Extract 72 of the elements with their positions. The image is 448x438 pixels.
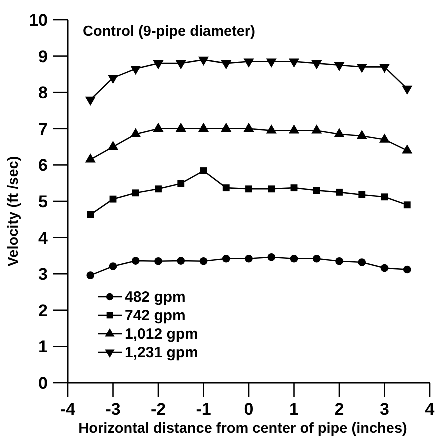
point bbox=[268, 254, 276, 262]
point bbox=[153, 60, 164, 70]
y-tick-label: 1 bbox=[38, 338, 48, 357]
x-tick-label: -1 bbox=[196, 400, 212, 419]
x-tick-label: -4 bbox=[60, 400, 76, 419]
point bbox=[109, 262, 118, 270]
point bbox=[312, 254, 321, 263]
point bbox=[221, 60, 232, 70]
point bbox=[288, 58, 300, 68]
point bbox=[381, 194, 388, 201]
y-tick-label: 10 bbox=[29, 11, 48, 30]
point bbox=[200, 168, 208, 174]
point bbox=[404, 202, 411, 209]
point bbox=[334, 62, 345, 72]
point bbox=[312, 60, 322, 70]
point bbox=[155, 186, 162, 193]
point bbox=[244, 58, 254, 68]
point bbox=[130, 66, 142, 76]
point bbox=[222, 254, 230, 263]
point bbox=[379, 64, 390, 74]
point bbox=[86, 272, 95, 280]
x-axis-title: Horizontal distance from center of pipe (inches) bbox=[78, 421, 408, 437]
point bbox=[402, 86, 413, 96]
legend-label: 742 gpm bbox=[125, 308, 186, 324]
y-tick-label: 3 bbox=[38, 265, 48, 284]
point bbox=[200, 257, 208, 266]
point bbox=[132, 190, 140, 197]
y-tick-label: 5 bbox=[38, 192, 48, 212]
x-tick-label: -2 bbox=[150, 400, 166, 419]
legend-label: 482 gpm bbox=[125, 289, 186, 306]
point bbox=[110, 196, 117, 203]
y-tick-label: 9 bbox=[38, 47, 48, 66]
point bbox=[358, 192, 366, 198]
legend-label: 1,231 gpm bbox=[125, 344, 198, 362]
point bbox=[290, 254, 298, 263]
y-tick-label: 0 bbox=[38, 374, 48, 393]
point bbox=[246, 186, 252, 193]
point bbox=[336, 257, 344, 266]
x-tick-label: 1 bbox=[290, 400, 299, 419]
point bbox=[245, 254, 253, 263]
point bbox=[266, 58, 277, 68]
x-tick-label: 2 bbox=[334, 400, 344, 419]
point bbox=[356, 64, 368, 74]
point bbox=[108, 75, 119, 84]
point bbox=[87, 211, 94, 218]
y-tick-label: 2 bbox=[38, 301, 48, 320]
point bbox=[85, 96, 96, 106]
legend-label: 1,012 gpm bbox=[125, 326, 198, 343]
y-tick-label: 4 bbox=[38, 228, 49, 248]
x-tick-label: -3 bbox=[106, 400, 121, 419]
point bbox=[313, 187, 320, 194]
point bbox=[336, 188, 343, 196]
y-tick-label: 8 bbox=[38, 84, 48, 103]
point bbox=[198, 56, 210, 66]
chart-title: Control (9-pipe diameter) bbox=[83, 24, 256, 40]
x-tick-label: 0 bbox=[244, 400, 254, 419]
point bbox=[222, 184, 230, 192]
point bbox=[268, 186, 276, 193]
point bbox=[290, 184, 298, 192]
point bbox=[132, 257, 140, 265]
point bbox=[380, 264, 389, 272]
point bbox=[154, 257, 162, 266]
y-tick-label: 7 bbox=[38, 120, 48, 139]
y-tick-label: 6 bbox=[38, 156, 48, 176]
y-axis-title: Velocity (ft /sec) bbox=[6, 156, 22, 267]
point bbox=[178, 180, 185, 188]
point bbox=[176, 60, 186, 70]
point bbox=[403, 266, 412, 274]
point bbox=[358, 258, 366, 266]
point bbox=[177, 257, 186, 265]
x-tick-label: 3 bbox=[380, 400, 390, 419]
x-tick-label: 4 bbox=[425, 400, 436, 419]
